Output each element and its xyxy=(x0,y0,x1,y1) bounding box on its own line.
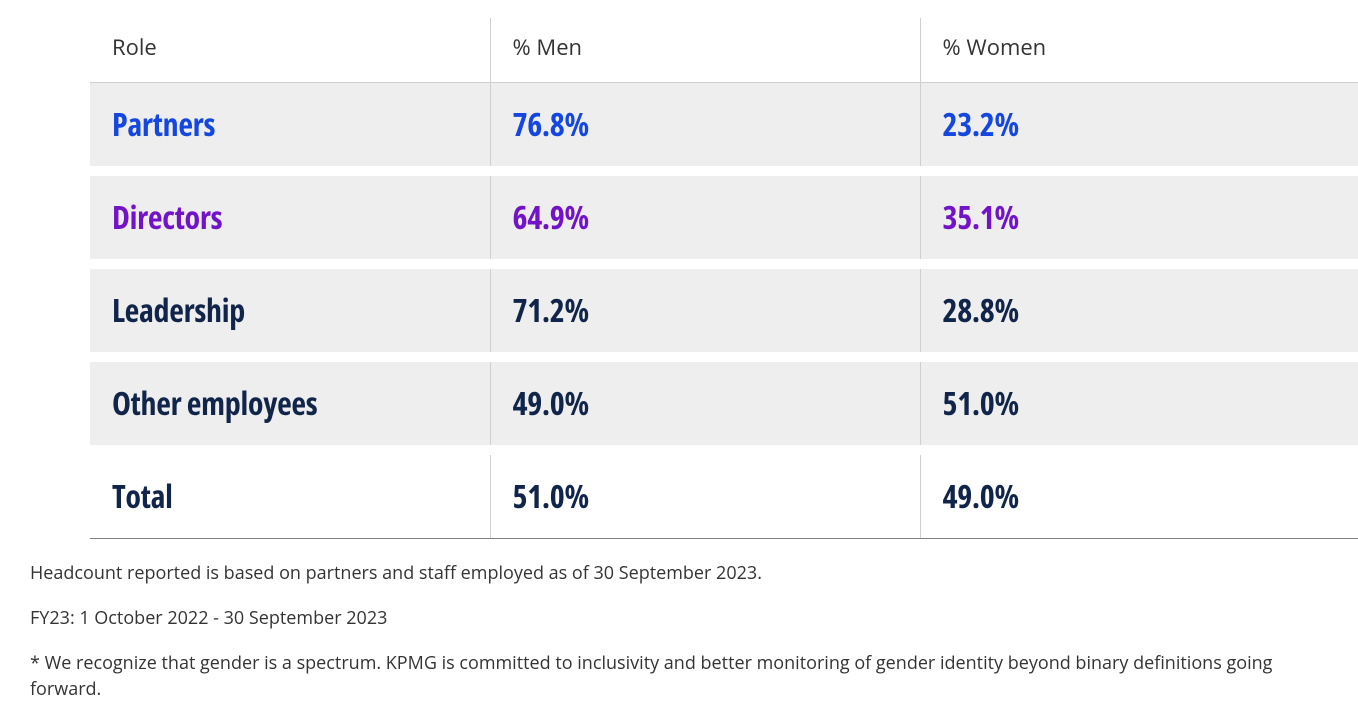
table-row: Partners 76.8% 23.2% xyxy=(90,83,1358,172)
footnote-line: Headcount reported is based on partners … xyxy=(30,561,1328,586)
table-row: Leadership 71.2% 28.8% xyxy=(90,264,1358,357)
cell-role: Partners xyxy=(90,83,490,172)
cell-role: Directors xyxy=(90,171,490,264)
table-row: Other employees 49.0% 51.0% xyxy=(90,357,1358,450)
cell-women: 28.8% xyxy=(920,264,1358,357)
cell-role: Leadership xyxy=(90,264,490,357)
table-row: Directors 64.9% 35.1% xyxy=(90,171,1358,264)
footnote-line: * We recognize that gender is a spectrum… xyxy=(30,651,1328,701)
table-header-row: Role % Men % Women xyxy=(90,18,1358,83)
cell-role: Total xyxy=(90,450,490,539)
cell-men: 71.2% xyxy=(490,264,920,357)
footnotes: Headcount reported is based on partners … xyxy=(30,561,1328,702)
footnote-line: FY23: 1 October 2022 - 30 September 2023 xyxy=(30,606,1328,631)
col-header-women: % Women xyxy=(920,18,1358,83)
cell-men: 76.8% xyxy=(490,83,920,172)
cell-women: 51.0% xyxy=(920,357,1358,450)
table-total-row: Total 51.0% 49.0% xyxy=(90,450,1358,539)
cell-women: 35.1% xyxy=(920,171,1358,264)
gender-split-table: Role % Men % Women Partners 76.8% 23.2% … xyxy=(90,18,1358,539)
cell-role: Other employees xyxy=(90,357,490,450)
cell-women: 49.0% xyxy=(920,450,1358,539)
cell-men: 64.9% xyxy=(490,171,920,264)
page-container: Role % Men % Women Partners 76.8% 23.2% … xyxy=(0,0,1358,702)
cell-women: 23.2% xyxy=(920,83,1358,172)
col-header-role: Role xyxy=(90,18,490,83)
col-header-men: % Men xyxy=(490,18,920,83)
cell-men: 51.0% xyxy=(490,450,920,539)
cell-men: 49.0% xyxy=(490,357,920,450)
